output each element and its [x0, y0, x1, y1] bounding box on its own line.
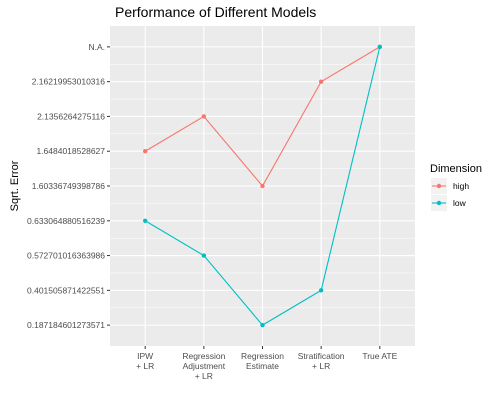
series-lines [142, 44, 383, 328]
y-tick-label: 0.572701016363986 [27, 251, 105, 261]
y-tick-label: 0.401505871422551 [27, 285, 105, 295]
legend-label: high [453, 181, 469, 191]
x-tick-label: Regression Estimate [241, 351, 284, 371]
data-point-high [318, 79, 324, 84]
data-point-low [201, 253, 207, 258]
y-tick-label: 0.633064880516239 [27, 216, 105, 226]
legend-item-low: low [431, 195, 467, 211]
x-tick-label: Regression Adjustment + LR [182, 351, 225, 381]
y-tick-label: N.A. [88, 42, 105, 52]
y-tick-label: 1.60336749398786 [32, 181, 106, 191]
x-tick-label: Stratification + LR [298, 351, 345, 371]
y-tick-label: 2.16219953010316 [32, 77, 106, 87]
y-tick-label: 0.187184601273571 [27, 320, 105, 330]
grid-lines [110, 26, 415, 346]
data-point-low [260, 322, 265, 328]
x-tick-label: IPW + LR [136, 351, 154, 371]
x-tick-labels: IPW + LR Regression Adjustment + LR Regressio… [136, 346, 398, 381]
data-point-high [260, 183, 265, 189]
x-tick-label: True ATE [362, 351, 397, 361]
chart-title: Performance of Different Models [115, 4, 316, 20]
legend-item-high: high [431, 178, 469, 194]
data-point-high [201, 114, 207, 119]
legend-label: low [453, 198, 467, 208]
data-point-low [318, 288, 324, 293]
legend: Dimension high low [430, 163, 482, 211]
legend-key-point [436, 200, 442, 206]
data-point-low [142, 218, 148, 223]
y-axis-label: Sqrt. Error [9, 160, 21, 211]
data-point-low [377, 44, 383, 50]
legend-title: Dimension [430, 163, 482, 175]
data-point-high [142, 149, 148, 154]
y-tick-label: 2.1356264275116 [37, 111, 105, 121]
y-tick-labels: 0.187184601273571 0.401505871422551 0.5727… [27, 42, 110, 330]
y-tick-label: 1.6484018528627 [36, 146, 105, 156]
legend-key-point [436, 183, 442, 189]
